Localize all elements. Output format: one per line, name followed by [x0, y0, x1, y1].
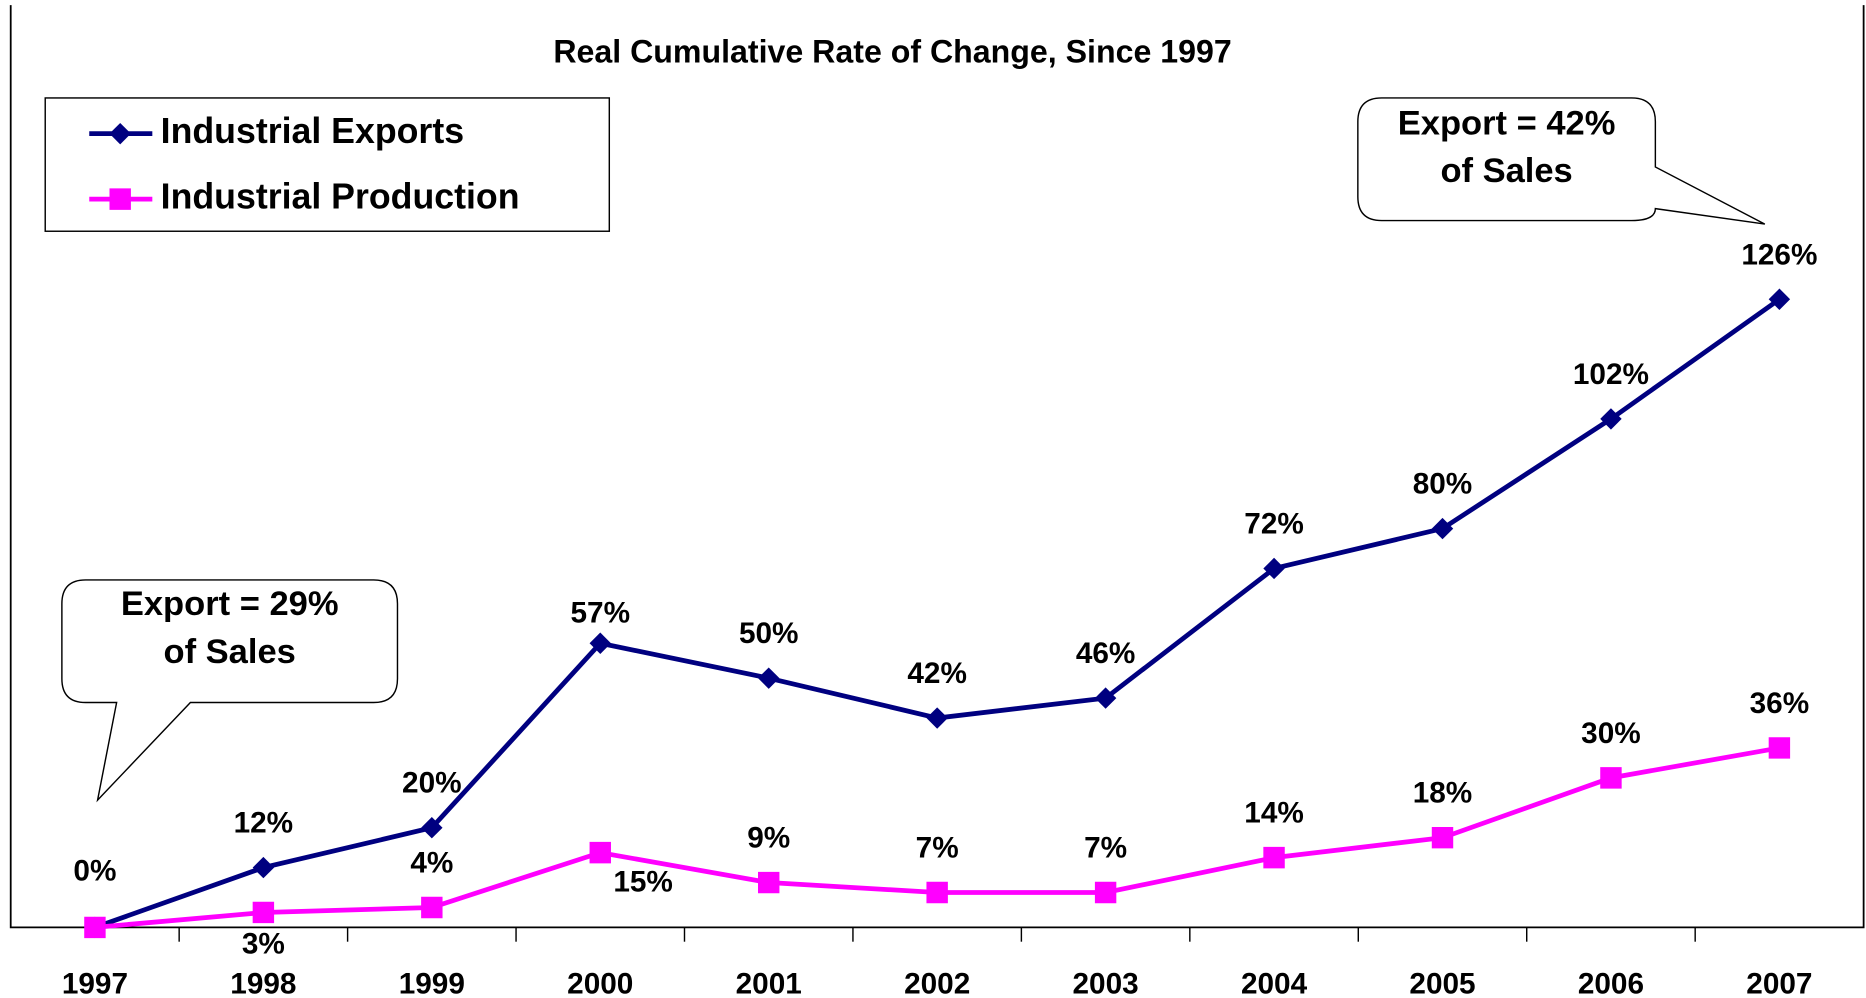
data-point	[1768, 288, 1791, 310]
data-point	[926, 881, 948, 904]
data-point	[1768, 737, 1791, 759]
legend-marker	[109, 122, 131, 145]
data-point	[252, 856, 275, 879]
data-label: 42%	[907, 657, 967, 690]
data-point	[1600, 408, 1622, 430]
x-tick-label: 2005	[1409, 968, 1475, 998]
data-label: 12%	[234, 807, 294, 840]
annotation: of Sales	[164, 633, 296, 671]
data-label: 50%	[739, 617, 799, 650]
data-point	[421, 896, 443, 919]
data-label: 126%	[1741, 238, 1817, 271]
data-point	[1094, 881, 1117, 904]
data-point	[1431, 826, 1454, 849]
data-label: 80%	[1413, 468, 1473, 501]
data-point	[1263, 557, 1285, 580]
data-point	[421, 817, 443, 839]
legend-box	[44, 97, 611, 232]
x-tick-label: 1997	[62, 968, 128, 998]
data-point	[1263, 846, 1285, 869]
data-point	[589, 841, 611, 864]
data-label: 36%	[1750, 687, 1810, 720]
data-label: 15%	[613, 865, 673, 898]
data-label: 20%	[402, 767, 462, 800]
x-tick-label: 2004	[1241, 968, 1308, 998]
x-tick-label: 1998	[230, 968, 296, 998]
data-point	[758, 871, 780, 894]
data-label: 0%	[73, 855, 116, 888]
x-tick-label: 2001	[736, 968, 802, 998]
data-label: 3%	[242, 928, 285, 961]
x-tick-label: 2002	[904, 968, 970, 998]
data-label: 102%	[1573, 358, 1649, 391]
data-label: 18%	[1413, 777, 1473, 810]
callout-box	[1357, 97, 1766, 225]
legend-label: Industrial Production	[161, 177, 520, 217]
data-point	[252, 901, 275, 924]
annotation: of Sales	[1440, 152, 1572, 190]
data-label: 4%	[410, 846, 453, 879]
data-label: 7%	[916, 832, 959, 865]
x-tick-label: 2003	[1073, 968, 1139, 998]
data-label: 30%	[1581, 717, 1641, 750]
data-point	[758, 667, 780, 689]
x-tick-label: 2000	[567, 968, 633, 998]
data-label: 46%	[1076, 637, 1136, 670]
data-point	[1431, 517, 1454, 540]
callout-box	[61, 579, 399, 803]
data-point	[1600, 767, 1622, 789]
data-label: 57%	[570, 597, 630, 630]
data-point	[84, 916, 106, 939]
annotation: Export = 29%	[121, 585, 339, 623]
x-tick-label: 2007	[1746, 968, 1812, 998]
data-label: 72%	[1244, 507, 1304, 540]
legend-marker	[109, 188, 131, 210]
x-tick-label: 2006	[1578, 968, 1644, 998]
legend-label: Industrial Exports	[161, 111, 464, 151]
data-point	[926, 707, 948, 729]
annotation: Export = 42%	[1398, 104, 1616, 142]
chart-title: Real Cumulative Rate of Change, Since 19…	[553, 33, 1231, 69]
x-tick-label: 1999	[399, 968, 465, 998]
plot-frame	[9, 5, 1865, 929]
data-label: 14%	[1244, 797, 1304, 830]
data-label: 7%	[1084, 832, 1127, 865]
data-label: 9%	[747, 822, 790, 855]
